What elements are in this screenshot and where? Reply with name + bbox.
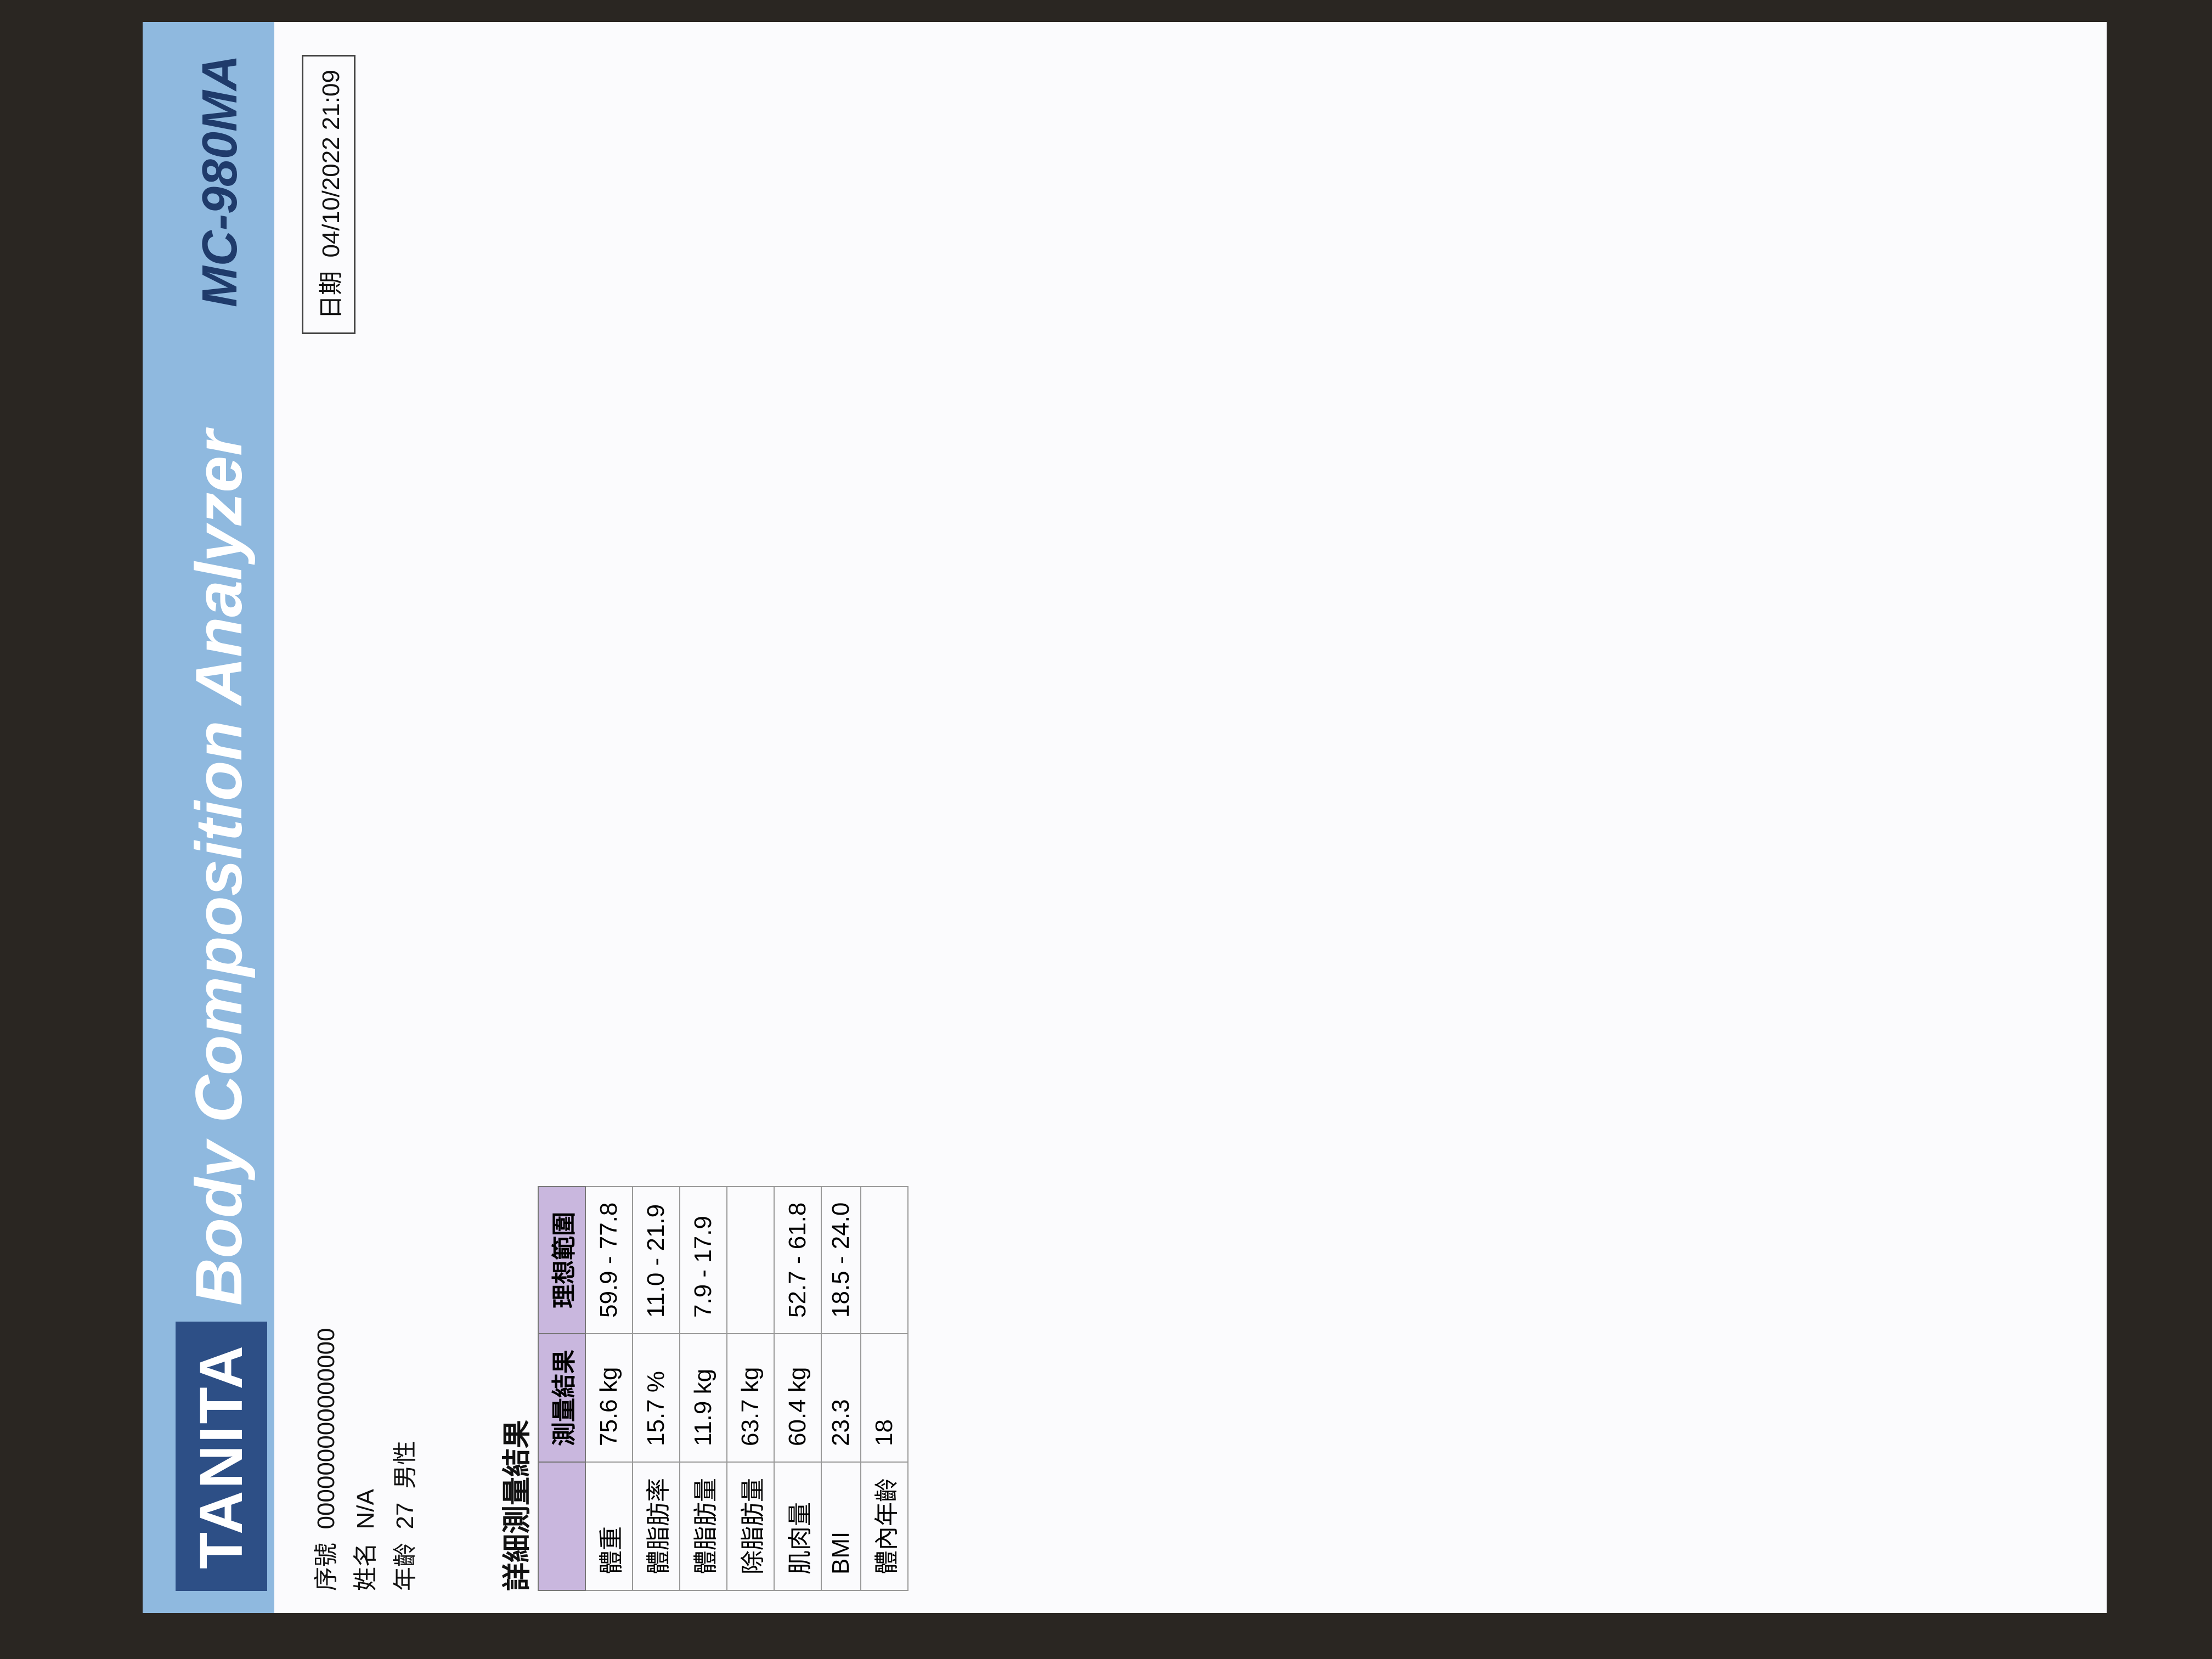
row-label: BMI: [821, 1462, 861, 1590]
row-label: 肌肉量: [774, 1462, 821, 1590]
row-label: 體內年齡: [861, 1462, 908, 1590]
results-header: [538, 1462, 585, 1590]
date-box: 日期 04/10/2022 21:09: [302, 55, 356, 334]
results-section-title: 詳細測量結果: [501, 1419, 533, 1591]
results-header: 測量結果: [538, 1334, 585, 1462]
row-label: 體脂肪量: [680, 1462, 727, 1590]
id-label: 序號: [313, 1543, 340, 1591]
date-value: 04/10/2022 21:09: [318, 70, 345, 258]
name-value: N/A: [352, 1489, 379, 1530]
results-row: 體脂肪率 15.7 % 11.0 - 21.9: [633, 1186, 680, 1590]
row-range: 11.0 - 21.9: [633, 1186, 680, 1334]
id-value: 000000000000000: [313, 1328, 340, 1530]
row-value: 75.6 kg: [585, 1334, 633, 1462]
results-row: BMI 23.3 18.5 - 24.0: [821, 1186, 861, 1590]
sex-value: 男性: [392, 1441, 419, 1489]
row-value: 23.3: [821, 1334, 861, 1462]
row-range: [727, 1186, 774, 1334]
row-range: 52.7 - 61.8: [774, 1186, 821, 1334]
results-header: 理想範圍: [538, 1186, 585, 1334]
results-row: 除脂肪量 63.7 kg: [727, 1186, 774, 1590]
model-name: MC-980MA: [193, 55, 247, 308]
report-title: Body Composition Analyzer: [182, 430, 256, 1306]
row-label: 除脂肪量: [727, 1462, 774, 1590]
results-row: 體重 75.6 kg 59.9 - 77.8: [585, 1186, 633, 1590]
date-label: 日期: [318, 271, 345, 319]
row-label: 體脂肪率: [633, 1462, 680, 1590]
row-range: [861, 1186, 908, 1334]
results-row: 體脂肪量 11.9 kg 7.9 - 17.9: [680, 1186, 727, 1590]
row-value: 15.7 %: [633, 1334, 680, 1462]
row-value: 60.4 kg: [774, 1334, 821, 1462]
results-table: 測量結果 理想範圍 體重 75.6 kg 59.9 - 77.8 體脂肪率 15.7 % 1…: [538, 1186, 909, 1591]
row-range: 59.9 - 77.8: [585, 1186, 633, 1334]
report-sheet: TANITA Body Composition Analyzer MC-980M…: [143, 22, 2107, 1613]
patient-info: 序號 000000000000000 姓名 N/A 年齡 27 男性: [302, 1328, 425, 1591]
results-row: 體內年齡 18: [861, 1186, 908, 1590]
age-label: 年齡: [392, 1543, 419, 1591]
row-value: 11.9 kg: [680, 1334, 727, 1462]
age-value: 27: [392, 1502, 419, 1530]
row-value: 63.7 kg: [727, 1334, 774, 1462]
row-range: 18.5 - 24.0: [821, 1186, 861, 1334]
name-label: 姓名: [352, 1543, 379, 1591]
results-row: 肌肉量 60.4 kg 52.7 - 61.8: [774, 1186, 821, 1590]
row-range: 7.9 - 17.9: [680, 1186, 727, 1334]
brand-logo: TANITA: [176, 1322, 267, 1591]
row-label: 體重: [585, 1462, 633, 1590]
row-value: 18: [861, 1334, 908, 1462]
